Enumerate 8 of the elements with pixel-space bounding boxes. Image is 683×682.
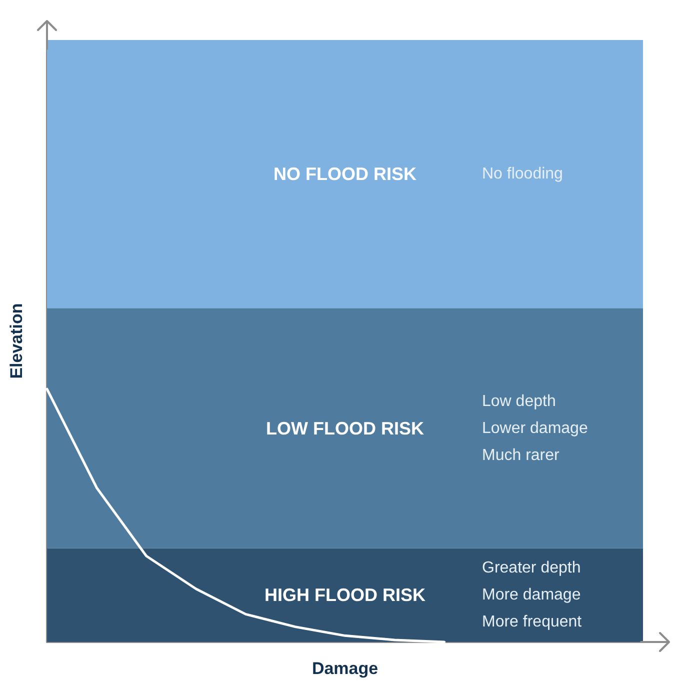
y-axis-title: Elevation: [7, 303, 26, 379]
band-label: NO FLOOD RISK: [274, 164, 416, 184]
band-label: LOW FLOOD RISK: [266, 418, 424, 438]
annotation: Low depth Lower damage Much rarer: [482, 392, 588, 464]
band-label: HIGH FLOOD RISK: [264, 585, 426, 606]
x-axis-title: Damage: [312, 659, 378, 678]
text: No flooding: [482, 166, 563, 183]
annotation: Greater depth More damage More frequent: [482, 560, 582, 631]
